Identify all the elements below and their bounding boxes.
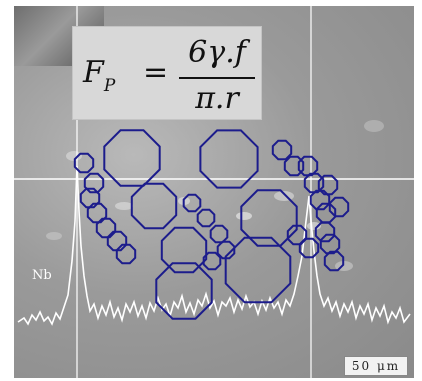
precipitate-octagon	[95, 217, 117, 239]
sem-micrograph: FP = 6γ.f π.r Nb 50 μm	[14, 6, 414, 378]
formula-numerator: 6γ.f	[188, 35, 246, 70]
scale-bar: 50 μm	[344, 356, 408, 376]
precipitate-octagon	[202, 251, 222, 271]
precipitate-octagon	[323, 250, 345, 272]
precipitate-octagon	[209, 224, 229, 244]
precipitate-octagon	[297, 155, 319, 177]
precipitate-octagon	[309, 189, 331, 211]
precipitate-octagon	[196, 208, 216, 228]
precipitate-octagon	[79, 187, 101, 209]
precipitate-octagon	[199, 129, 259, 189]
formula-fraction-bar	[179, 77, 255, 79]
precipitate-octagon	[314, 221, 336, 243]
nb-linescan-profile	[17, 165, 411, 326]
formula-lhs-subscript: P	[103, 76, 116, 96]
precipitate-octagon	[286, 224, 308, 246]
precipitate-octagon	[317, 174, 339, 196]
formula-equals: =	[143, 55, 169, 90]
precipitate-octagon	[182, 193, 202, 213]
precipitate-octagon	[130, 182, 178, 230]
precipitate-octagon	[224, 236, 292, 304]
precipitate-octagon	[83, 172, 105, 194]
precipitate-octagon	[155, 262, 213, 320]
formula-denominator: π.r	[195, 81, 239, 116]
formula-lhs: FP	[83, 55, 116, 96]
precipitate-octagon	[73, 152, 95, 174]
vertical-marker-line-left	[76, 6, 78, 378]
horizontal-scan-line	[14, 178, 414, 180]
precipitate-octagon	[319, 233, 341, 255]
pinning-force-formula: FP = 6γ.f π.r	[72, 26, 262, 120]
precipitate-octagon	[240, 189, 298, 247]
precipitate-octagon	[216, 240, 236, 260]
precipitate-octagon	[271, 139, 293, 161]
precipitate-octagon-overlay	[73, 129, 350, 320]
precipitate-octagon	[115, 243, 137, 265]
precipitate-octagon	[103, 129, 161, 187]
precipitate-octagon	[298, 237, 320, 259]
precipitate-octagon	[106, 230, 128, 252]
precipitate-octagon	[160, 226, 208, 274]
element-label-nb: Nb	[32, 268, 52, 283]
precipitate-octagon	[328, 196, 350, 218]
